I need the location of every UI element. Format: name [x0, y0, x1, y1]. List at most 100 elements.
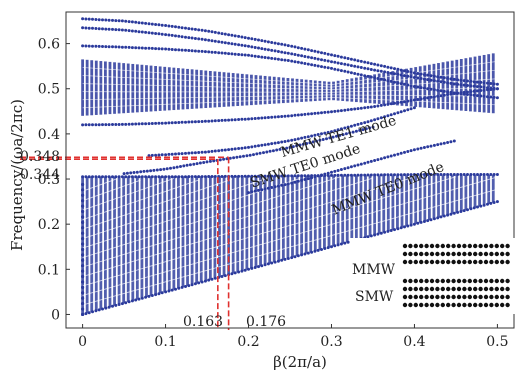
mode-point	[260, 39, 264, 43]
mode-point	[198, 161, 202, 165]
lower-band-strip	[167, 176, 171, 291]
mode-point	[283, 140, 287, 143]
upper-band-strip	[286, 78, 290, 103]
mode-point	[184, 26, 187, 30]
mode-point	[442, 93, 446, 97]
mode-point	[356, 59, 360, 63]
mode-point	[369, 173, 373, 177]
mode-point	[150, 46, 154, 50]
inset-dot	[413, 294, 418, 300]
mode-point	[84, 17, 88, 21]
mode-point	[94, 18, 98, 21]
mode-point	[346, 240, 350, 244]
mode-point	[263, 187, 267, 191]
lower-band-strip	[135, 176, 139, 300]
x-tick-label: 0.2	[237, 334, 259, 350]
mode-point	[403, 74, 406, 78]
mode-point	[233, 52, 237, 56]
mode-point	[263, 56, 267, 59]
mode-point	[320, 51, 323, 55]
mode-point	[142, 169, 146, 173]
inset-dot	[494, 294, 499, 300]
mode-point	[270, 174, 274, 178]
upper-band-strip	[181, 68, 185, 110]
mode-point	[190, 36, 194, 40]
mode-point	[248, 153, 252, 157]
mode-point	[479, 173, 483, 176]
mode-point	[300, 54, 304, 58]
mode-point	[97, 175, 101, 179]
mode-point	[230, 174, 234, 178]
mode-point	[310, 134, 314, 138]
mode-point	[469, 90, 473, 94]
mode-point	[247, 145, 250, 149]
inset-dot	[456, 302, 462, 308]
mode-point	[127, 45, 131, 49]
mode-point	[476, 80, 479, 84]
mode-point	[91, 26, 94, 30]
mode-point	[479, 204, 483, 208]
mode-point	[306, 135, 310, 139]
lower-band-strip	[473, 175, 477, 208]
lower-band-gap	[82, 176, 340, 259]
lower-band-strip	[469, 175, 472, 209]
inset-dot	[424, 278, 429, 284]
mode-point	[97, 123, 101, 127]
mode-point	[363, 74, 367, 78]
mode-point	[379, 231, 383, 235]
mode-point	[273, 185, 277, 189]
lower-band-strip	[432, 175, 436, 219]
lower-band-strip	[291, 175, 294, 258]
mode-point	[419, 173, 423, 176]
inset-dot	[446, 259, 451, 265]
inset-dot	[424, 286, 429, 292]
inset-dot	[462, 294, 467, 300]
mode-point	[174, 175, 177, 179]
mode-point	[409, 99, 413, 103]
mode-point	[104, 123, 108, 127]
mode-point	[369, 234, 373, 238]
mode-point	[406, 224, 410, 228]
inset-dot	[489, 251, 494, 257]
mode-curves	[81, 17, 499, 316]
mode-point	[479, 89, 483, 92]
mode-point	[104, 18, 108, 22]
mode-point	[333, 60, 337, 64]
mode-point	[260, 143, 264, 147]
mode-point	[184, 120, 187, 124]
mode-point	[263, 47, 267, 51]
mode-point	[283, 114, 287, 118]
mode-point	[429, 78, 433, 82]
mode-point	[383, 230, 387, 234]
lower-band-strip	[154, 176, 157, 295]
mode-point	[305, 142, 309, 145]
inset-dot	[446, 243, 451, 249]
mode-point	[237, 118, 241, 121]
mode-point	[97, 44, 101, 48]
mode-point	[436, 88, 440, 92]
mode-point	[416, 221, 420, 225]
mode-point	[456, 173, 460, 176]
mode-point	[230, 147, 234, 151]
lower-band-strip	[373, 175, 377, 236]
inset-dot	[462, 302, 467, 308]
upper-band-strip	[154, 66, 157, 112]
mode-point	[210, 149, 214, 153]
mode-point	[409, 84, 413, 88]
mode-point	[164, 153, 168, 157]
mode-point	[164, 121, 168, 125]
mode-point	[97, 27, 101, 31]
mode-point	[208, 159, 212, 163]
lower-band-strip	[368, 175, 372, 237]
inset-dot	[419, 259, 424, 265]
mode-point	[184, 48, 187, 52]
mode-point	[144, 295, 148, 299]
mode-point	[270, 56, 274, 60]
mode-point	[303, 55, 307, 58]
mode-point	[87, 26, 91, 30]
mode-point	[386, 71, 390, 74]
mode-point	[190, 120, 194, 124]
mode-point	[300, 136, 304, 140]
mode-point	[243, 146, 247, 150]
mode-point	[495, 87, 499, 91]
